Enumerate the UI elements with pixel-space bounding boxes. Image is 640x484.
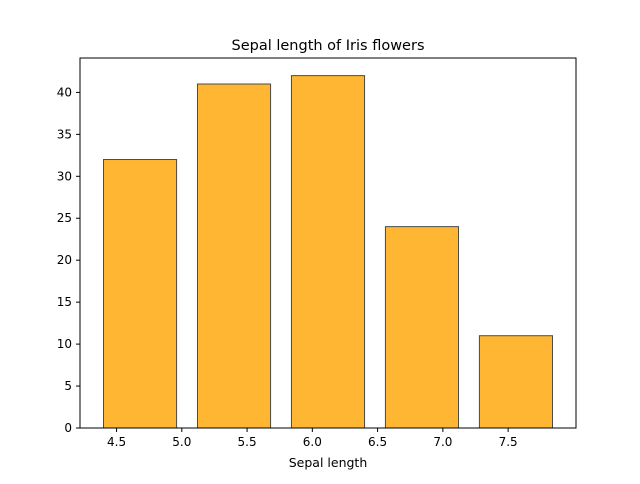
y-axis: 0 5 10 15 20 25 30 35 40 xyxy=(57,85,80,435)
y-tick-label: 40 xyxy=(57,85,72,99)
x-tick-label: 4.5 xyxy=(107,435,126,449)
x-axis: 4.5 5.0 5.5 6.0 6.5 7.0 7.5 xyxy=(107,428,518,449)
bar-4 xyxy=(384,226,460,429)
bar-2 xyxy=(196,83,272,429)
y-tick-label: 25 xyxy=(57,211,72,225)
y-tick-label: 10 xyxy=(57,337,72,351)
bar-1 xyxy=(102,159,178,429)
x-tick-label: 6.0 xyxy=(303,435,322,449)
y-tick-label: 0 xyxy=(64,421,72,435)
x-axis-label: Sepal length xyxy=(289,455,368,470)
y-tick-label: 5 xyxy=(64,379,72,393)
x-tick-label: 5.0 xyxy=(172,435,191,449)
bar-3 xyxy=(290,75,366,429)
x-tick-label: 7.0 xyxy=(433,435,452,449)
chart-title: Sepal length of Iris flowers xyxy=(232,38,425,54)
y-tick-label: 30 xyxy=(57,169,72,183)
bar-5 xyxy=(478,335,554,429)
bars-layer xyxy=(102,75,554,429)
plot-frame xyxy=(79,57,577,429)
x-tick-label: 7.5 xyxy=(499,435,518,449)
y-tick-label: 15 xyxy=(57,295,72,309)
y-tick-label: 35 xyxy=(57,127,72,141)
y-tick-label: 20 xyxy=(57,253,72,267)
x-tick-label: 5.5 xyxy=(238,435,257,449)
x-tick-label: 6.5 xyxy=(368,435,387,449)
